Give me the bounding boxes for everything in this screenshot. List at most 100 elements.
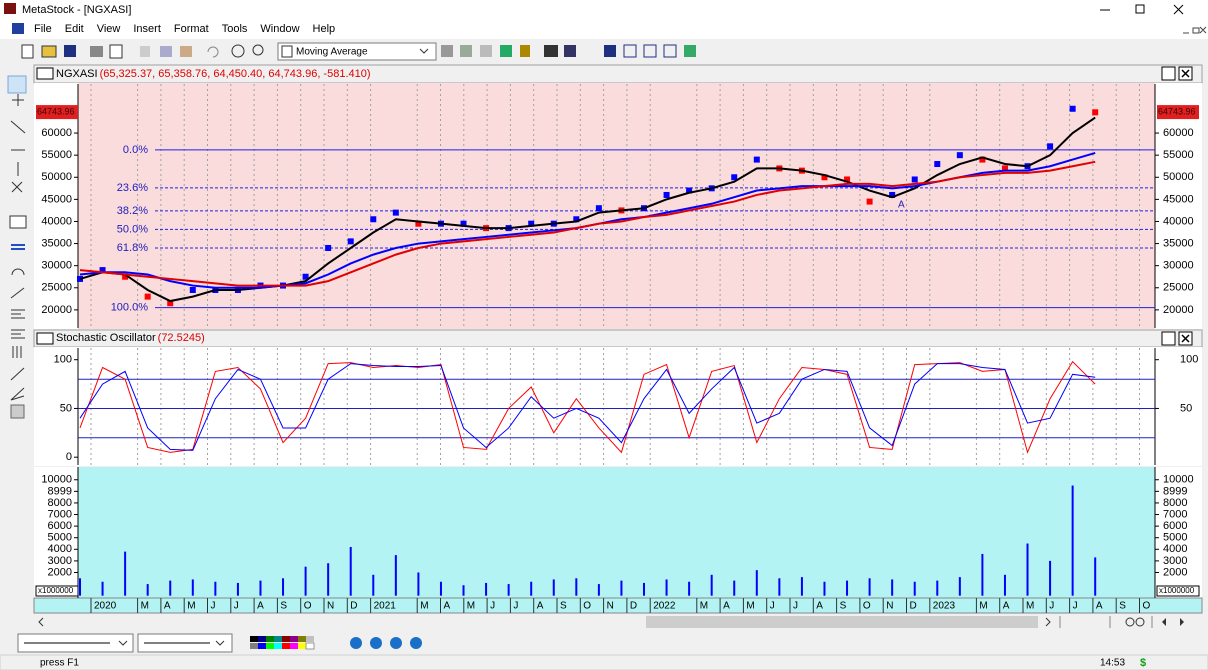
fan-tool[interactable] [10,287,25,299]
menu-item[interactable]: View [97,23,121,35]
grid-tool[interactable] [10,404,25,419]
undo-icon[interactable] [207,46,219,58]
swatch[interactable] [266,636,274,642]
swatch[interactable] [282,643,290,649]
date-label: A [164,601,171,612]
layout-icon-4[interactable] [663,44,677,58]
fib-tool[interactable] [11,181,23,193]
new-icon[interactable] [21,44,34,59]
save-icon[interactable] [64,45,76,57]
style-button[interactable] [410,637,422,649]
color-palette[interactable] [250,636,315,650]
swatch[interactable] [258,636,266,642]
menu-item[interactable]: Insert [133,23,161,35]
binoculars-icon[interactable] [544,45,558,57]
fib-label: 50.0% [117,223,148,235]
swatch[interactable] [298,636,306,642]
system-icon[interactable] [500,45,512,57]
print-icon[interactable] [90,46,103,57]
restore-button[interactable] [1135,4,1145,14]
volume-bar [597,584,600,596]
open-icon[interactable] [41,45,57,58]
swatch[interactable] [282,636,290,642]
style-button[interactable] [370,637,382,649]
trendline-tool[interactable] [10,120,26,134]
swatch[interactable] [290,636,298,642]
scroll-right[interactable] [1045,617,1051,627]
price-bar [370,216,377,223]
menu-item[interactable]: Format [174,23,209,35]
menu-item[interactable]: File [34,23,52,35]
layout-icon-1[interactable] [604,45,616,57]
price-bar [1069,105,1076,112]
date-label: N [327,601,334,612]
menu-item[interactable]: Window [260,23,299,35]
zoom-out[interactable] [1135,617,1145,627]
menu-item[interactable]: Edit [65,23,84,35]
menu-item[interactable]: Help [313,23,336,35]
dropdown-arrow [118,640,128,646]
explorer-icon[interactable] [460,45,472,57]
cross-tool[interactable] [12,94,24,106]
pointer-tool[interactable] [7,75,27,94]
formula-icon[interactable] [480,45,492,57]
volume-bar [439,581,442,596]
layout-icon-2[interactable] [623,44,637,58]
paste-icon[interactable] [180,46,192,57]
zoom-icon[interactable] [252,44,264,56]
copy-icon[interactable] [160,46,172,57]
close-button[interactable] [1173,4,1184,15]
swatch[interactable] [290,643,298,649]
layout-icon-3[interactable] [643,44,657,58]
swatch[interactable] [274,643,282,649]
cycle-lines-tool[interactable] [12,346,22,358]
dollar-icon[interactable] [520,45,530,57]
preview-icon[interactable] [109,44,123,59]
date-label: J [513,601,518,612]
date-label: S [280,601,287,612]
y-tick-label-right: 8000 [1163,497,1187,509]
crosshair-icon[interactable] [231,44,245,58]
swatch[interactable] [298,643,306,649]
scroll-thumb[interactable] [646,616,1038,628]
style-button[interactable] [350,637,362,649]
swatch[interactable] [274,636,282,642]
stoch-restore[interactable] [1161,331,1176,346]
swatch[interactable] [266,643,274,649]
volume-bar [146,584,149,596]
volume-bar [643,582,645,596]
style-button[interactable] [390,637,402,649]
y-tick-label: 25000 [41,282,72,294]
swatch[interactable] [250,636,258,642]
speed-tool[interactable] [10,387,25,401]
price-bar [392,209,399,216]
fibo-text-tool[interactable] [11,309,25,319]
date-label: M [187,601,195,612]
arc-tool[interactable] [11,268,25,276]
volume-bar [1026,543,1029,596]
swatch[interactable] [305,642,315,650]
swatch[interactable] [306,636,314,642]
volume-bar [823,581,826,596]
line-tool[interactable] [10,367,25,381]
cycle-tool[interactable] [9,215,27,229]
date-label: S [560,601,567,612]
expert-icon[interactable] [441,45,453,57]
help-icon[interactable] [564,45,576,57]
cut-icon[interactable] [140,46,150,57]
channel-tool[interactable] [11,244,25,250]
swatch[interactable] [258,643,266,649]
date-label: A [537,601,544,612]
layout-icon-5[interactable] [684,45,696,57]
pane-title: NGXASI [56,68,98,80]
zoom-in[interactable] [1125,617,1135,627]
volume-right-axis [1155,467,1202,598]
y-tick-label: 8000 [48,497,72,509]
scroll-left[interactable] [38,617,44,627]
pane-restore[interactable] [1161,66,1176,81]
swatch[interactable] [250,643,258,649]
menu-item[interactable]: Tools [222,23,248,35]
text-tool[interactable] [11,329,25,339]
mdi-buttons[interactable] [1183,26,1207,34]
indicator-dropdown[interactable] [277,42,437,61]
